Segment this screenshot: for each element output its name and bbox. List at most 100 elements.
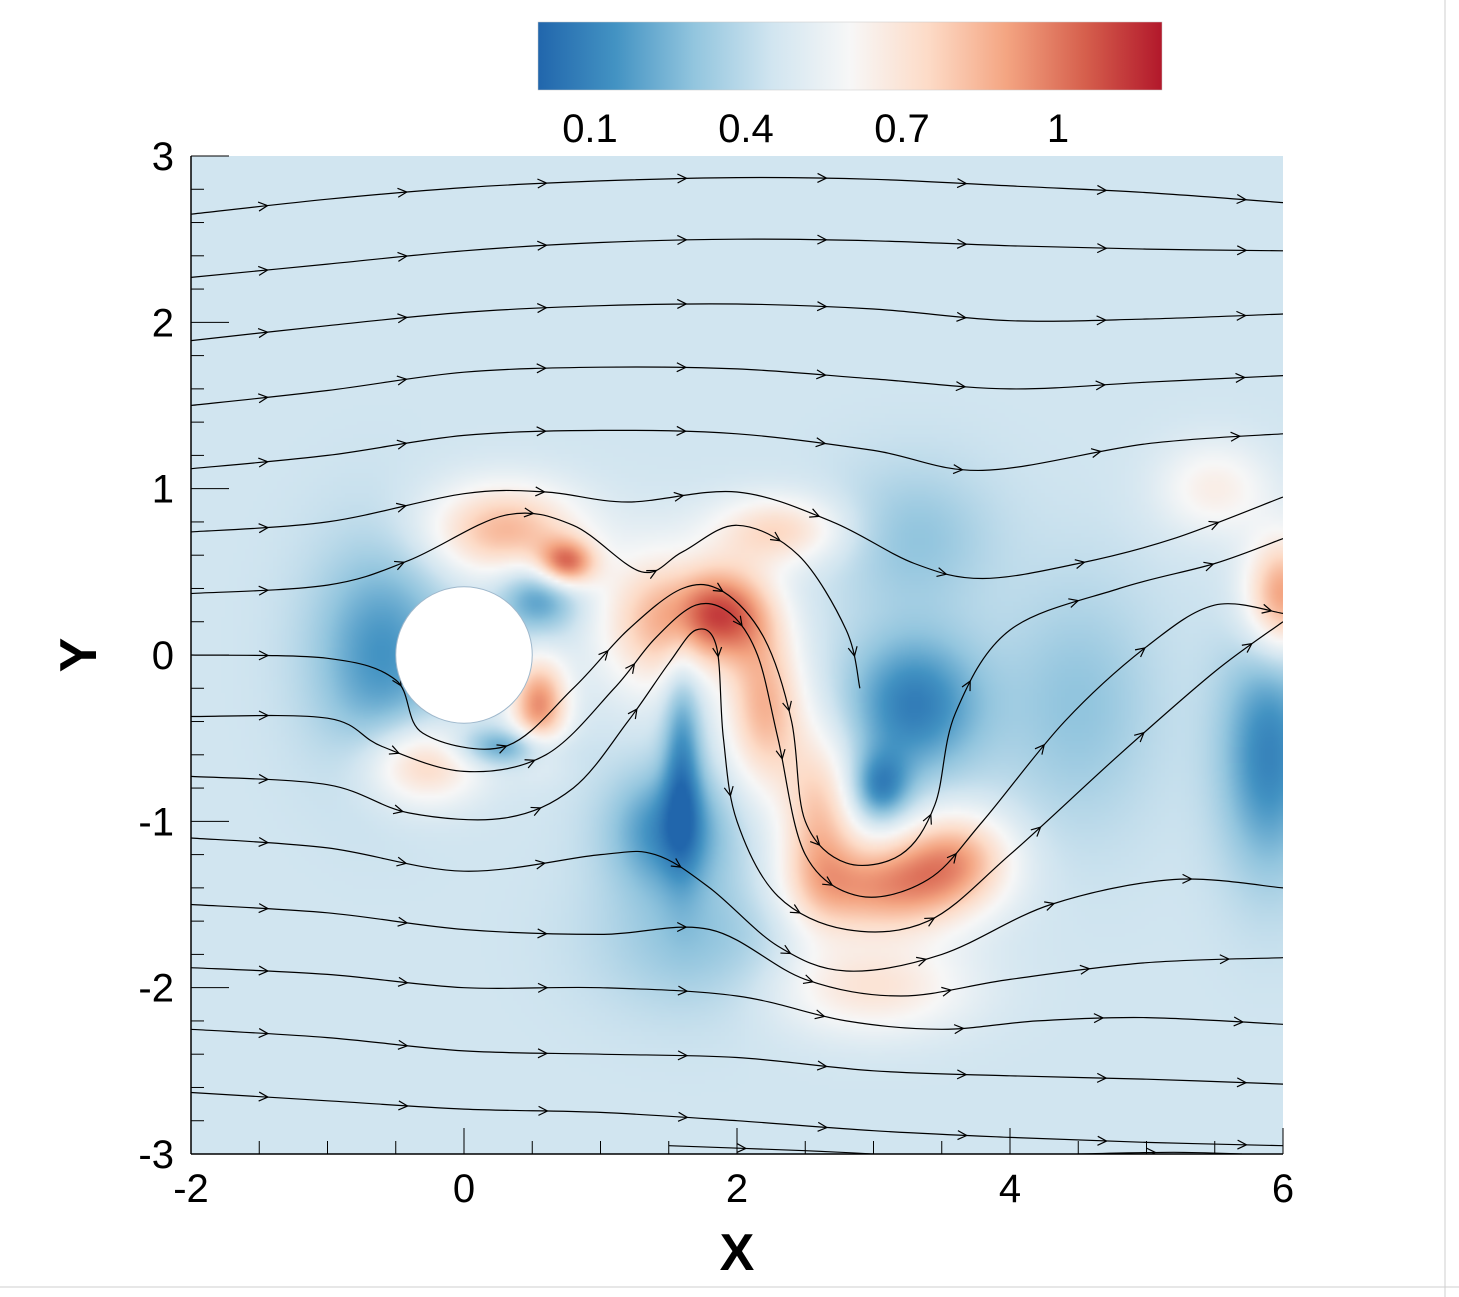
streamline-arrow [1236, 310, 1247, 321]
streamline-arrow [396, 856, 408, 867]
streamline-arrow [814, 1009, 826, 1020]
streamline-arrow [1145, 1147, 1157, 1154]
streamline-arrow [258, 965, 270, 976]
x-tick-label: 2 [726, 1167, 748, 1211]
streamline-arrow [677, 298, 688, 309]
streamline-arrow [955, 381, 967, 392]
streamline-arrow [847, 646, 858, 658]
x-tick-label: 0 [453, 1167, 475, 1211]
streamline-arrow [258, 457, 270, 468]
streamline-arrow [673, 491, 685, 502]
streamline-arrow [822, 876, 834, 886]
y-tick-label: -1 [138, 800, 174, 844]
streamline-arrow [625, 662, 636, 674]
streamline-arrow [676, 362, 688, 373]
streamline [191, 621, 1283, 933]
streamline-arrow [258, 523, 270, 534]
streamline-arrow [816, 369, 827, 380]
streamline-arrow [915, 956, 928, 967]
streamline [191, 1091, 1283, 1147]
streamline-arrow [769, 531, 782, 542]
streamline [191, 176, 1283, 215]
colorbar-tick-label: 0.4 [718, 107, 774, 151]
streamline-arrow [258, 1091, 270, 1102]
streamline-arrow [1079, 964, 1091, 975]
y-axis-title: Y [50, 638, 108, 673]
streamline-arrow [1182, 873, 1193, 884]
streamline-arrow [537, 982, 549, 993]
y-tick-label: 2 [152, 301, 174, 345]
streamline-arrow [397, 916, 409, 927]
streamline-arrow [677, 234, 688, 246]
streamline-arrow [1233, 1016, 1245, 1027]
y-tick-label: 3 [152, 135, 174, 179]
streamline-arrow [1074, 559, 1086, 569]
streamline-arrow [397, 251, 409, 262]
streamline-arrow [712, 582, 724, 593]
y-tick-label: 0 [152, 634, 174, 678]
streamline [191, 538, 1283, 866]
streamline-arrow [1219, 954, 1231, 965]
streamline-arrow [1236, 245, 1248, 256]
streamline-arrow [1044, 901, 1056, 911]
streamline-arrow [530, 806, 542, 817]
streamline-arrow [1093, 1013, 1105, 1024]
streamline [191, 238, 1283, 278]
streamline-arrow [1096, 315, 1108, 326]
streamline-arrow [816, 301, 828, 312]
streamline-arrow [537, 1048, 549, 1059]
streamline-arrow [258, 585, 270, 596]
x-axis-title: X [720, 1224, 755, 1282]
streamline-arrow [536, 426, 548, 437]
streamline-arrow [1096, 1072, 1108, 1083]
streamline-arrow [736, 1143, 748, 1154]
colorbar: 0.1 0.4 0.7 1 [537, 21, 1163, 151]
y-tick-label: 1 [152, 468, 174, 512]
streamline-arrow [816, 1060, 828, 1071]
streamline-arrow [598, 649, 609, 661]
streamline-arrow [956, 311, 968, 322]
streamline-arrow [676, 921, 688, 933]
colorbar-gradient [537, 21, 1163, 91]
streamline-arrow [817, 234, 828, 245]
streamline-arrow [1236, 194, 1248, 205]
streamline-arrow [257, 328, 269, 339]
streamline-arrow [398, 1100, 409, 1111]
heatmap-field [191, 156, 1283, 1154]
streamline-arrow [257, 201, 269, 212]
streamline-arrow [732, 615, 743, 627]
streamline-arrow [941, 986, 953, 997]
streamline-arrow [952, 464, 964, 475]
streamline-arrow [258, 650, 270, 661]
streamline-arrow [537, 178, 548, 189]
streamline-arrow [953, 1024, 965, 1035]
streamline-arrow [396, 439, 408, 450]
streamline-arrow [258, 836, 270, 848]
streamline-arrow [538, 1105, 549, 1116]
streamline [191, 1028, 1283, 1085]
streamline-arrow [956, 1069, 968, 1080]
streamline-arrow [670, 858, 682, 868]
streamline-arrow [394, 560, 406, 571]
streamline-arrow [392, 804, 405, 815]
streamline-arrow [1208, 520, 1220, 531]
streamline-arrow [1134, 647, 1146, 658]
streamline-arrow [957, 1130, 969, 1141]
streamline-arrow [1203, 561, 1215, 572]
streamline-arrow [712, 646, 723, 658]
streamline-arrow [809, 508, 821, 518]
streamline-arrow [523, 507, 535, 518]
streamline-arrow [1095, 380, 1107, 391]
streamline-arrow [961, 679, 971, 692]
streamline-arrow [627, 708, 638, 720]
streamline-arrow [258, 773, 270, 784]
streamline-arrow [257, 393, 269, 404]
streamline-arrow [817, 1121, 829, 1132]
streamline-arrow [1034, 743, 1046, 755]
colorbar-tick-label: 0.1 [562, 107, 618, 151]
streamline-arrow [775, 748, 786, 761]
colorbar-tick-label: 1 [1047, 107, 1069, 151]
